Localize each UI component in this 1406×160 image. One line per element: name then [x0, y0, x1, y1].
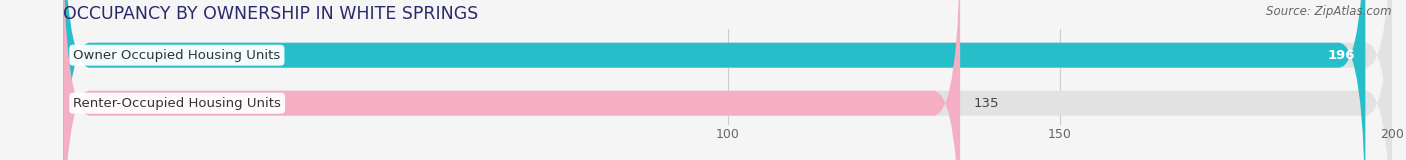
FancyBboxPatch shape: [63, 0, 960, 160]
Text: Source: ZipAtlas.com: Source: ZipAtlas.com: [1267, 5, 1392, 18]
FancyBboxPatch shape: [63, 0, 1392, 160]
Text: 135: 135: [973, 97, 998, 110]
Text: OCCUPANCY BY OWNERSHIP IN WHITE SPRINGS: OCCUPANCY BY OWNERSHIP IN WHITE SPRINGS: [63, 5, 478, 23]
Text: 196: 196: [1327, 49, 1355, 62]
FancyBboxPatch shape: [63, 0, 1365, 160]
FancyBboxPatch shape: [63, 0, 1392, 160]
Text: Owner Occupied Housing Units: Owner Occupied Housing Units: [73, 49, 280, 62]
Text: Renter-Occupied Housing Units: Renter-Occupied Housing Units: [73, 97, 281, 110]
